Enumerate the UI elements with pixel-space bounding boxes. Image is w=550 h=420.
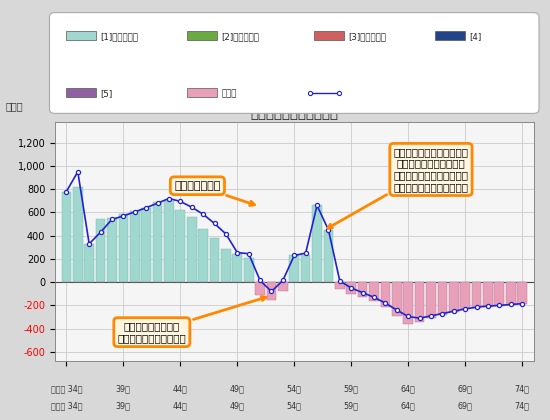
Text: 59歳: 59歳: [344, 384, 359, 393]
Bar: [164, 201, 174, 282]
Bar: [267, 282, 276, 300]
Text: 44歳: 44歳: [173, 401, 188, 410]
Text: 64歳: 64歳: [401, 401, 416, 410]
Bar: [233, 254, 242, 282]
Bar: [460, 282, 470, 310]
Text: 49歳: 49歳: [230, 384, 245, 393]
Bar: [449, 282, 459, 312]
Text: [4]: [4]: [469, 32, 481, 41]
Text: 44歳: 44歳: [173, 384, 188, 393]
Bar: [118, 214, 128, 282]
Text: 54歳: 54歳: [287, 401, 302, 410]
Bar: [198, 229, 208, 282]
Bar: [437, 282, 447, 315]
Bar: [369, 282, 379, 301]
Bar: [494, 282, 504, 306]
Bar: [107, 218, 117, 282]
Text: 退職金受け取り: 退職金受け取り: [174, 181, 255, 205]
Bar: [312, 205, 322, 282]
Text: 39歳: 39歳: [116, 401, 131, 410]
Text: [3]利殖性資金: [3]利殖性資金: [348, 32, 386, 41]
Bar: [62, 192, 72, 282]
Text: 54歳: 54歳: [287, 384, 302, 393]
Text: 59歳: 59歳: [344, 401, 359, 410]
Bar: [210, 238, 219, 282]
Bar: [278, 282, 288, 291]
Bar: [483, 282, 493, 307]
Bar: [153, 202, 162, 282]
Text: 配偶者 34歳: 配偶者 34歳: [51, 401, 82, 410]
Bar: [426, 282, 436, 318]
Bar: [73, 187, 82, 282]
Bar: [415, 282, 425, 322]
Bar: [301, 255, 311, 282]
Bar: [346, 282, 356, 294]
Text: [5]: [5]: [101, 89, 113, 99]
Bar: [358, 282, 367, 297]
Bar: [289, 255, 299, 282]
Text: 74歳: 74歳: [515, 384, 530, 393]
Text: 世帯主 34歳: 世帯主 34歳: [51, 384, 82, 393]
Bar: [84, 244, 94, 282]
Text: 69歳: 69歳: [458, 401, 472, 410]
Bar: [323, 230, 333, 282]
Text: 49歳: 49歳: [230, 401, 245, 410]
Text: 39歳: 39歳: [116, 384, 131, 393]
Bar: [517, 282, 527, 304]
Text: 69歳: 69歳: [458, 384, 472, 393]
Bar: [335, 282, 345, 289]
Text: [1]流動性資金: [1]流動性資金: [101, 32, 139, 41]
Bar: [244, 258, 254, 282]
Bar: [141, 208, 151, 282]
Text: 64歳: 64歳: [401, 384, 416, 393]
Bar: [96, 219, 106, 282]
Bar: [392, 282, 402, 316]
Bar: [187, 217, 196, 282]
Text: 子どもの大学進学で
家計収支が赤字、貯蓄減: 子どもの大学進学で 家計収支が赤字、貯蓄減: [118, 297, 266, 343]
Bar: [472, 282, 481, 308]
Bar: [381, 282, 390, 307]
Bar: [221, 249, 231, 282]
Bar: [506, 282, 515, 305]
Bar: [255, 282, 265, 295]
Text: 当面は住宅ローンの返済は
大丈夫ですが、教育費の
ピークを迎える頃と退職後
の生活資金に問題あり！！: 当面は住宅ローンの返済は 大丈夫ですが、教育費の ピークを迎える頃と退職後 の生…: [328, 147, 469, 228]
Bar: [175, 210, 185, 282]
Text: 万円）: 万円）: [6, 101, 23, 111]
Bar: [403, 282, 413, 324]
Bar: [130, 211, 140, 282]
Text: 74歳: 74歳: [515, 401, 530, 410]
Text: 赤字分: 赤字分: [222, 89, 237, 99]
Title: 金融資産残高の推移予想: 金融資産残高の推移予想: [250, 108, 338, 121]
Text: [2]確実性資金: [2]確実性資金: [222, 32, 260, 41]
